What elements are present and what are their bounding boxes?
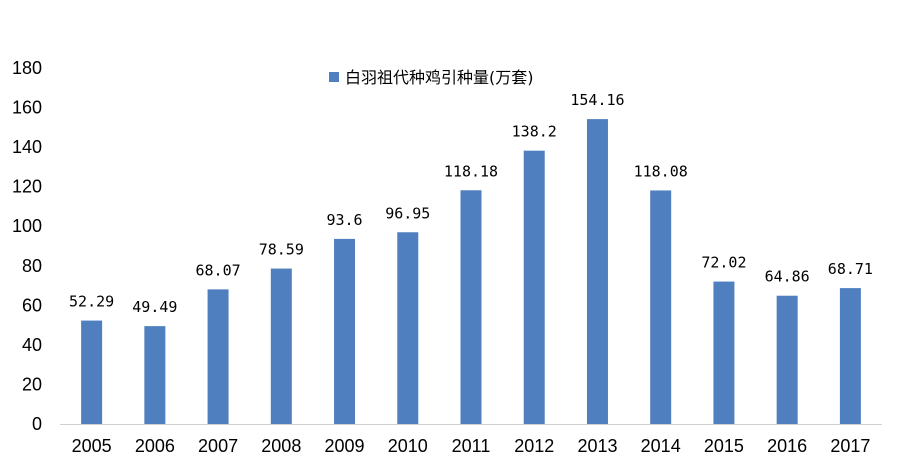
y-tick-label: 40 [22,335,42,355]
y-tick-label: 120 [12,177,42,197]
x-tick-label: 2013 [577,436,617,456]
x-tick-label: 2008 [261,436,301,456]
bar [81,320,103,424]
data-label: 72.02 [701,254,746,272]
x-tick-label: 2006 [135,436,175,456]
y-tick-label: 160 [12,98,42,118]
legend-swatch [329,72,339,82]
data-label: 68.71 [828,260,873,278]
y-tick-label: 100 [12,216,42,236]
x-tick-label: 2012 [514,436,554,456]
x-tick-label: 2011 [452,436,491,456]
data-label: 118.18 [444,162,498,180]
bar [586,119,608,424]
y-tick-label: 80 [22,256,42,276]
y-axis: 0 20 40 60 80 100 120 140 160 180 [12,58,42,434]
bars [81,119,861,424]
y-tick-label: 180 [12,58,42,78]
y-tick-label: 60 [22,295,42,315]
bar [334,238,356,424]
data-labels: 52.29 49.49 68.07 78.59 93.6 96.95 118.18 138.2… [69,91,873,316]
x-tick-label: 2005 [72,436,112,456]
data-label: 49.49 [132,298,177,316]
bar [397,232,419,424]
data-label: 78.59 [259,241,304,259]
data-label: 64.86 [765,268,810,286]
data-label: 138.2 [512,123,557,141]
data-label: 118.08 [634,162,688,180]
data-label: 154.16 [570,91,624,109]
data-label: 52.29 [69,293,114,311]
bar [207,289,229,424]
x-tick-label: 2016 [767,436,807,456]
x-tick-label: 2014 [641,436,681,456]
legend: 白羽祖代种鸡引种量(万套) [329,68,534,87]
bar [523,150,545,424]
bar [713,281,735,424]
x-tick-label: 2017 [830,436,870,456]
y-tick-label: 0 [32,414,42,434]
x-tick-label: 2007 [198,436,238,456]
x-tick-label: 2010 [388,436,428,456]
x-tick-label: 2015 [704,436,744,456]
bar [144,326,166,424]
data-label: 93.6 [326,211,362,229]
y-tick-label: 20 [22,374,42,394]
bar [270,268,292,424]
x-axis: 2005 2006 2007 2008 2009 2010 2011 2012 2013 2014… [60,424,882,456]
data-label: 68.07 [195,261,240,279]
bar [650,190,672,424]
bar [776,295,798,424]
data-label: 96.95 [385,204,430,222]
bar [460,190,482,424]
x-tick-label: 2009 [325,436,365,456]
legend-label: 白羽祖代种鸡引种量(万套) [345,68,534,87]
y-tick-label: 140 [12,137,42,157]
bar [839,288,861,424]
